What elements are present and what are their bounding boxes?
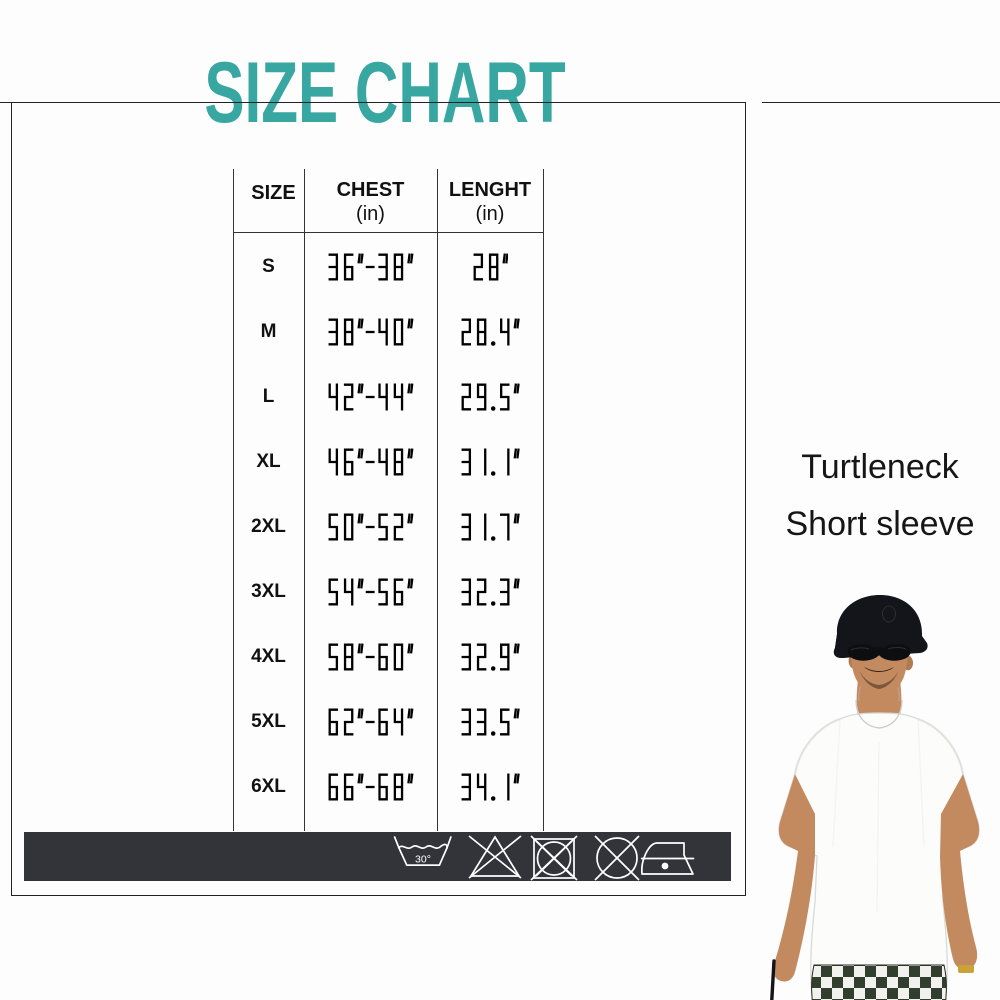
svg-text:30°: 30° bbox=[415, 854, 431, 866]
